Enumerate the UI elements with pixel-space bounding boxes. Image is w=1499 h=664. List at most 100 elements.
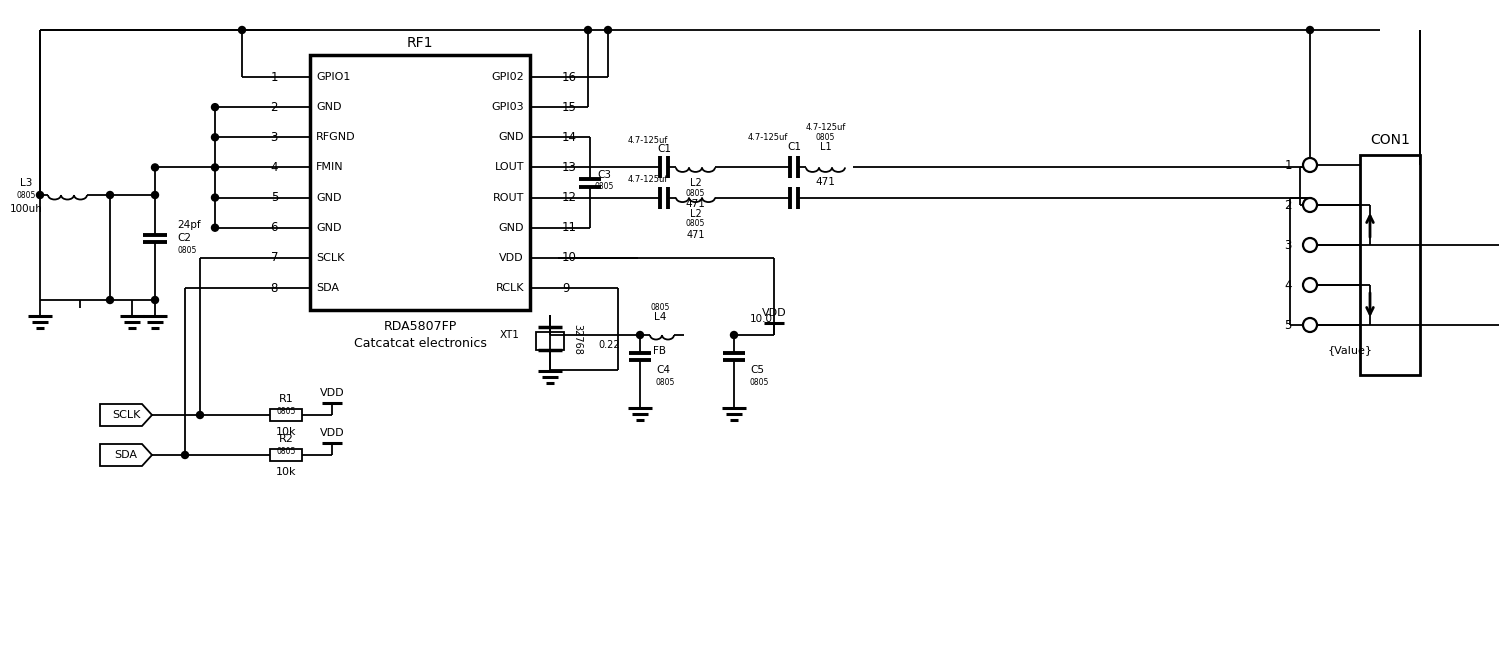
Text: 1: 1 [270,70,277,84]
Text: 8: 8 [271,282,277,295]
Circle shape [585,27,592,33]
Text: FB: FB [654,346,667,356]
Text: 0805: 0805 [276,446,295,456]
Text: GND: GND [316,193,342,203]
Circle shape [1303,318,1318,332]
Bar [537,332,564,350]
Text: RDA5807FP: RDA5807FP [384,319,457,333]
Circle shape [1303,198,1318,212]
Text: LOUT: LOUT [495,163,525,173]
Text: 471: 471 [685,199,706,209]
Text: 4.7-125uf: 4.7-125uf [805,123,845,132]
Text: 471: 471 [687,230,705,240]
Text: 4: 4 [270,161,277,174]
Text: 10: 10 [562,252,577,264]
Bar [310,55,531,310]
Text: 5: 5 [271,191,277,204]
Text: 0805: 0805 [276,406,295,416]
Circle shape [1303,158,1318,172]
Text: 10k: 10k [276,467,297,477]
Circle shape [1303,278,1318,292]
Text: 3: 3 [1285,238,1292,252]
Text: C2: C2 [177,233,190,243]
Text: VDD: VDD [499,253,525,263]
Text: RF1: RF1 [406,36,433,50]
Text: 1: 1 [1285,159,1292,171]
Text: L3: L3 [19,178,31,188]
Text: GND: GND [316,102,342,112]
Text: 9: 9 [562,282,570,295]
Text: VDD: VDD [319,388,345,398]
Circle shape [637,331,643,339]
Circle shape [211,194,219,201]
Text: 10.0: 10.0 [750,314,773,324]
Text: 6: 6 [270,221,277,234]
Text: SCLK: SCLK [112,410,141,420]
Text: 12: 12 [562,191,577,204]
Text: Catcatcat electronics: Catcatcat electronics [354,337,487,349]
Text: 2: 2 [1285,199,1292,212]
Text: 11: 11 [562,221,577,234]
Circle shape [730,331,738,339]
Text: 0805: 0805 [177,246,196,254]
Circle shape [151,297,159,303]
Text: 14: 14 [562,131,577,144]
Circle shape [604,27,612,33]
Text: 0805: 0805 [687,219,705,228]
Text: VDD: VDD [761,308,787,318]
Text: 32768: 32768 [573,323,582,355]
Text: 0805: 0805 [651,303,670,311]
Circle shape [211,104,219,111]
Text: 4: 4 [1285,278,1292,291]
Circle shape [181,452,189,459]
Circle shape [106,297,114,303]
Text: 3: 3 [271,131,277,144]
Text: 0805: 0805 [16,191,36,199]
Text: CON1: CON1 [1370,133,1411,147]
Text: 0805: 0805 [594,182,613,191]
Text: L2: L2 [690,179,702,189]
Text: GPI03: GPI03 [492,102,525,112]
Text: C1: C1 [787,143,800,153]
Text: 0805: 0805 [657,378,676,386]
Circle shape [1307,27,1313,33]
Text: SDA: SDA [316,283,339,293]
Text: 100uh: 100uh [9,204,42,214]
Text: FMIN: FMIN [316,163,343,173]
Bar [270,449,301,461]
Text: L2: L2 [690,208,702,218]
Circle shape [36,191,43,199]
Text: GND: GND [499,132,525,142]
Text: SDA: SDA [114,450,138,460]
Circle shape [211,133,219,141]
Text: 471: 471 [815,177,835,187]
Text: C5: C5 [750,365,764,375]
Text: 4.7-125uf: 4.7-125uf [628,175,669,184]
Circle shape [196,412,204,418]
Text: SCLK: SCLK [316,253,345,263]
Text: 0805: 0805 [750,378,769,386]
Text: 2: 2 [270,101,277,114]
Text: L1: L1 [820,143,832,153]
Text: R1: R1 [279,394,294,404]
Text: {Value}: {Value} [1328,345,1373,355]
Bar [270,409,301,421]
Text: 24pf: 24pf [177,220,201,230]
Text: 0805: 0805 [687,189,705,198]
Circle shape [1303,238,1318,252]
Text: 5: 5 [1285,319,1292,331]
Text: C3: C3 [597,169,612,179]
Text: RFGND: RFGND [316,132,355,142]
Text: 13: 13 [562,161,577,174]
Circle shape [151,191,159,199]
Circle shape [151,164,159,171]
Text: 16: 16 [562,70,577,84]
Bar [1360,155,1420,375]
Text: GPI02: GPI02 [492,72,525,82]
Text: 10k: 10k [276,427,297,437]
Circle shape [211,224,219,231]
Text: ROUT: ROUT [493,193,525,203]
Text: VDD: VDD [319,428,345,438]
Text: 4.7-125uf: 4.7-125uf [628,136,669,145]
Text: GND: GND [499,222,525,232]
